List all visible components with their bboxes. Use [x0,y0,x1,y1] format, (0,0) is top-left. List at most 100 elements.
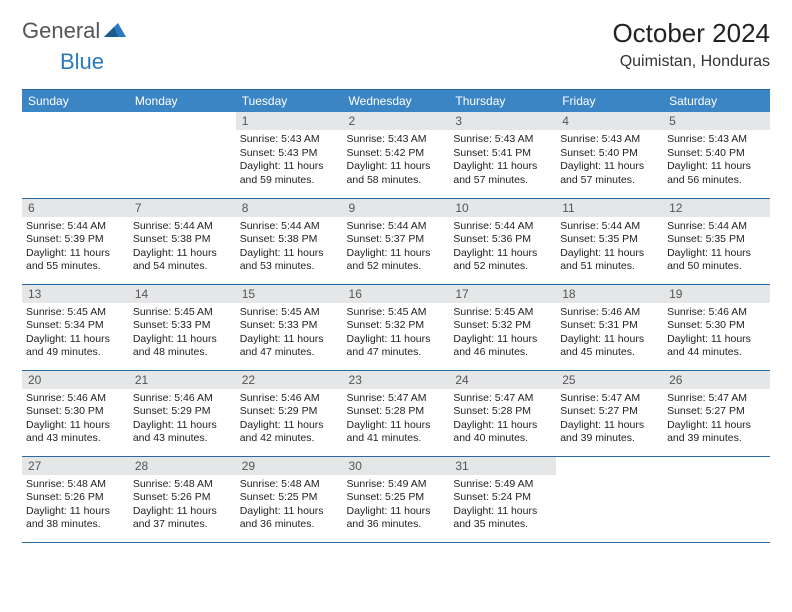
calendar-row: 13Sunrise: 5:45 AMSunset: 5:34 PMDayligh… [22,284,770,370]
day-number: 31 [449,457,556,475]
weekday-header-row: SundayMondayTuesdayWednesdayThursdayFrid… [22,90,770,113]
empty-cell [556,456,663,542]
day-cell: 20Sunrise: 5:46 AMSunset: 5:30 PMDayligh… [22,370,129,456]
weekday-header: Sunday [22,90,129,113]
day-cell: 17Sunrise: 5:45 AMSunset: 5:32 PMDayligh… [449,284,556,370]
empty-cell [663,456,770,542]
day-info: Sunrise: 5:47 AMSunset: 5:27 PMDaylight:… [663,389,770,453]
day-number: 21 [129,371,236,389]
day-cell: 6Sunrise: 5:44 AMSunset: 5:39 PMDaylight… [22,198,129,284]
day-number: 22 [236,371,343,389]
day-cell: 13Sunrise: 5:45 AMSunset: 5:34 PMDayligh… [22,284,129,370]
logo-triangle-icon [104,21,126,42]
day-number: 16 [343,285,450,303]
day-cell: 28Sunrise: 5:48 AMSunset: 5:26 PMDayligh… [129,456,236,542]
day-number: 7 [129,199,236,217]
day-info: Sunrise: 5:45 AMSunset: 5:33 PMDaylight:… [129,303,236,367]
day-number: 4 [556,112,663,130]
day-number: 29 [236,457,343,475]
day-number: 23 [343,371,450,389]
logo-text-blue: Blue [60,49,104,74]
day-number: 25 [556,371,663,389]
weekday-header: Wednesday [343,90,450,113]
day-info: Sunrise: 5:46 AMSunset: 5:31 PMDaylight:… [556,303,663,367]
empty-cell [129,112,236,198]
day-info: Sunrise: 5:47 AMSunset: 5:27 PMDaylight:… [556,389,663,453]
day-cell: 31Sunrise: 5:49 AMSunset: 5:24 PMDayligh… [449,456,556,542]
calendar-row: 1Sunrise: 5:43 AMSunset: 5:43 PMDaylight… [22,112,770,198]
day-info: Sunrise: 5:43 AMSunset: 5:43 PMDaylight:… [236,130,343,194]
day-number: 10 [449,199,556,217]
day-info: Sunrise: 5:48 AMSunset: 5:26 PMDaylight:… [129,475,236,539]
day-cell: 19Sunrise: 5:46 AMSunset: 5:30 PMDayligh… [663,284,770,370]
weekday-header: Saturday [663,90,770,113]
day-number: 13 [22,285,129,303]
day-number: 17 [449,285,556,303]
day-number: 20 [22,371,129,389]
day-cell: 1Sunrise: 5:43 AMSunset: 5:43 PMDaylight… [236,112,343,198]
empty-cell [22,112,129,198]
day-info: Sunrise: 5:46 AMSunset: 5:29 PMDaylight:… [236,389,343,453]
day-cell: 15Sunrise: 5:45 AMSunset: 5:33 PMDayligh… [236,284,343,370]
day-info: Sunrise: 5:44 AMSunset: 5:38 PMDaylight:… [129,217,236,281]
day-cell: 25Sunrise: 5:47 AMSunset: 5:27 PMDayligh… [556,370,663,456]
day-info: Sunrise: 5:45 AMSunset: 5:34 PMDaylight:… [22,303,129,367]
day-cell: 11Sunrise: 5:44 AMSunset: 5:35 PMDayligh… [556,198,663,284]
day-number: 1 [236,112,343,130]
calendar-row: 27Sunrise: 5:48 AMSunset: 5:26 PMDayligh… [22,456,770,542]
day-number: 28 [129,457,236,475]
day-cell: 12Sunrise: 5:44 AMSunset: 5:35 PMDayligh… [663,198,770,284]
day-cell: 26Sunrise: 5:47 AMSunset: 5:27 PMDayligh… [663,370,770,456]
day-number: 24 [449,371,556,389]
day-number: 9 [343,199,450,217]
day-cell: 24Sunrise: 5:47 AMSunset: 5:28 PMDayligh… [449,370,556,456]
day-info: Sunrise: 5:44 AMSunset: 5:37 PMDaylight:… [343,217,450,281]
calendar-body: 1Sunrise: 5:43 AMSunset: 5:43 PMDaylight… [22,112,770,542]
day-info: Sunrise: 5:48 AMSunset: 5:26 PMDaylight:… [22,475,129,539]
day-number: 19 [663,285,770,303]
day-number: 26 [663,371,770,389]
day-cell: 14Sunrise: 5:45 AMSunset: 5:33 PMDayligh… [129,284,236,370]
day-info: Sunrise: 5:49 AMSunset: 5:24 PMDaylight:… [449,475,556,539]
day-cell: 22Sunrise: 5:46 AMSunset: 5:29 PMDayligh… [236,370,343,456]
day-cell: 29Sunrise: 5:48 AMSunset: 5:25 PMDayligh… [236,456,343,542]
day-cell: 18Sunrise: 5:46 AMSunset: 5:31 PMDayligh… [556,284,663,370]
calendar-table: SundayMondayTuesdayWednesdayThursdayFrid… [22,89,770,543]
day-info: Sunrise: 5:45 AMSunset: 5:32 PMDaylight:… [343,303,450,367]
day-info: Sunrise: 5:44 AMSunset: 5:35 PMDaylight:… [556,217,663,281]
day-number: 18 [556,285,663,303]
day-cell: 5Sunrise: 5:43 AMSunset: 5:40 PMDaylight… [663,112,770,198]
logo: General [22,18,128,44]
day-info: Sunrise: 5:45 AMSunset: 5:32 PMDaylight:… [449,303,556,367]
day-number: 11 [556,199,663,217]
day-number: 2 [343,112,450,130]
weekday-header: Tuesday [236,90,343,113]
day-number: 5 [663,112,770,130]
month-title: October 2024 [612,18,770,49]
day-cell: 9Sunrise: 5:44 AMSunset: 5:37 PMDaylight… [343,198,450,284]
day-info: Sunrise: 5:45 AMSunset: 5:33 PMDaylight:… [236,303,343,367]
calendar-row: 6Sunrise: 5:44 AMSunset: 5:39 PMDaylight… [22,198,770,284]
day-number: 12 [663,199,770,217]
day-number: 15 [236,285,343,303]
day-info: Sunrise: 5:44 AMSunset: 5:35 PMDaylight:… [663,217,770,281]
day-cell: 7Sunrise: 5:44 AMSunset: 5:38 PMDaylight… [129,198,236,284]
day-info: Sunrise: 5:47 AMSunset: 5:28 PMDaylight:… [449,389,556,453]
day-cell: 27Sunrise: 5:48 AMSunset: 5:26 PMDayligh… [22,456,129,542]
day-cell: 21Sunrise: 5:46 AMSunset: 5:29 PMDayligh… [129,370,236,456]
day-cell: 23Sunrise: 5:47 AMSunset: 5:28 PMDayligh… [343,370,450,456]
day-info: Sunrise: 5:46 AMSunset: 5:29 PMDaylight:… [129,389,236,453]
day-cell: 16Sunrise: 5:45 AMSunset: 5:32 PMDayligh… [343,284,450,370]
day-info: Sunrise: 5:46 AMSunset: 5:30 PMDaylight:… [22,389,129,453]
day-info: Sunrise: 5:43 AMSunset: 5:41 PMDaylight:… [449,130,556,194]
day-cell: 3Sunrise: 5:43 AMSunset: 5:41 PMDaylight… [449,112,556,198]
day-cell: 2Sunrise: 5:43 AMSunset: 5:42 PMDaylight… [343,112,450,198]
day-number: 6 [22,199,129,217]
day-number: 3 [449,112,556,130]
day-info: Sunrise: 5:48 AMSunset: 5:25 PMDaylight:… [236,475,343,539]
logo-text-general: General [22,18,100,44]
day-number: 8 [236,199,343,217]
day-cell: 10Sunrise: 5:44 AMSunset: 5:36 PMDayligh… [449,198,556,284]
day-info: Sunrise: 5:46 AMSunset: 5:30 PMDaylight:… [663,303,770,367]
day-cell: 4Sunrise: 5:43 AMSunset: 5:40 PMDaylight… [556,112,663,198]
